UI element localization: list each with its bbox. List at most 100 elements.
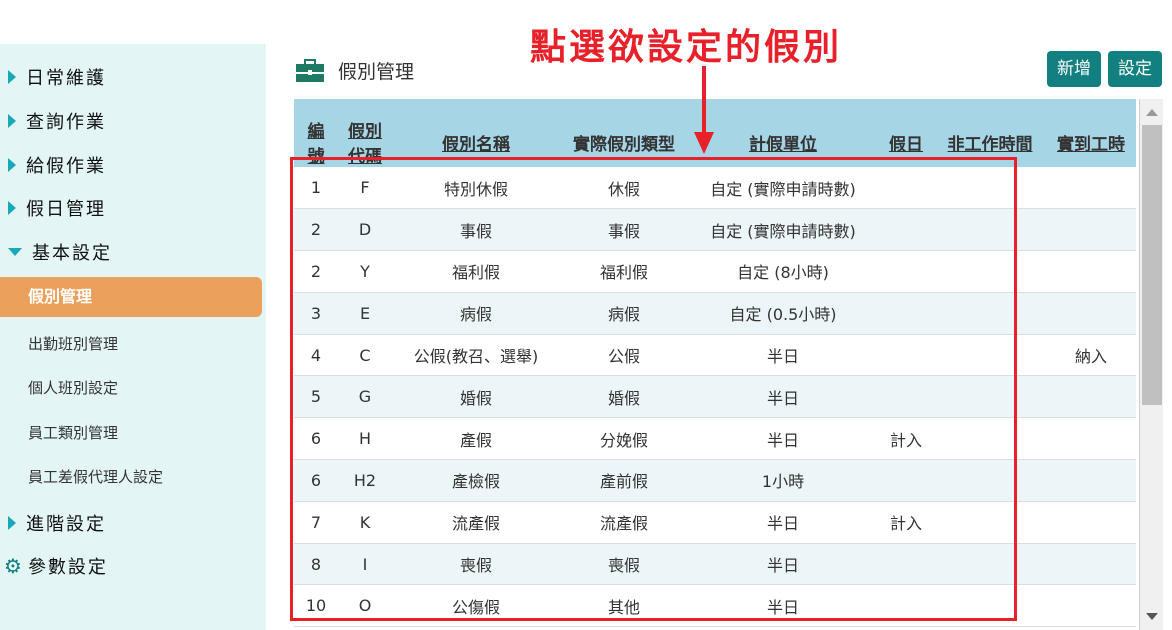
table-cell: 喪假 [392, 543, 560, 586]
scroll-up-icon[interactable] [1146, 109, 1158, 116]
table-cell [934, 167, 1046, 210]
table-cell: 5 [294, 375, 338, 419]
scroll-down-icon[interactable] [1146, 613, 1158, 620]
table-cell: 公假 [560, 334, 688, 377]
table-cell: 半日 [688, 417, 878, 461]
table-row[interactable]: 2 Y 福利假 福利假 自定 (8小時) [294, 250, 1136, 293]
table-cell [1046, 375, 1136, 419]
table-cell [934, 208, 1046, 252]
table-cell: H [338, 417, 392, 461]
table-cell [1046, 250, 1136, 293]
table-cell: 喪假 [560, 543, 688, 586]
table-cell: 產檢假 [392, 459, 560, 502]
table-row[interactable]: 7 K 流產假 流產假 半日 計入 [294, 501, 1136, 544]
subnav-leave-type[interactable]: 假別管理 [0, 277, 262, 317]
col-unit[interactable]: 計假單位 [749, 134, 817, 155]
table-cell: 病假 [392, 292, 560, 335]
table-row[interactable]: 4 C 公假(教召、選舉) 公假 半日 納入 [294, 334, 1136, 377]
table-cell: 休假 [560, 167, 688, 210]
table-cell: 婚假 [560, 375, 688, 419]
table-cell: 半日 [688, 501, 878, 544]
nav-daily-maintenance[interactable]: 日常維護 [8, 64, 106, 90]
table-cell: 自定 (8小時) [688, 250, 878, 293]
highlight-box [290, 157, 1017, 621]
nav-basic-settings[interactable]: 基本設定 [8, 239, 112, 265]
nav-label: 日常維護 [26, 68, 106, 89]
table-cell: 事假 [560, 208, 688, 252]
caret-down-icon [8, 248, 22, 256]
table-cell: 納入 [1046, 334, 1136, 377]
scrollbar[interactable] [1139, 99, 1163, 630]
subnav-shift[interactable]: 出勤班別管理 [28, 335, 119, 353]
col-actual-hours[interactable]: 實到工時 [1057, 134, 1125, 155]
col-actual-type[interactable]: 實際假別類型 [573, 134, 675, 155]
table-row[interactable]: 6 H2 產檢假 產前假 1小時 [294, 459, 1136, 502]
table-cell [878, 375, 934, 419]
table-cell [878, 167, 934, 210]
caret-right-icon [8, 70, 16, 84]
table-cell [878, 334, 934, 377]
nav-parameters[interactable]: ⚙ 參數設定 [4, 553, 108, 579]
table-cell [1046, 417, 1136, 461]
gear-icon: ⚙ [4, 554, 24, 578]
col-nonwork[interactable]: 非工作時間 [947, 134, 1033, 155]
subnav-personal-shift[interactable]: 個人班別設定 [28, 379, 119, 397]
nav-label: 參數設定 [27, 557, 108, 578]
caret-right-icon [8, 516, 16, 530]
nav-advanced[interactable]: 進階設定 [8, 510, 106, 536]
table-cell: K [338, 501, 392, 544]
table-cell: 流產假 [392, 501, 560, 544]
nav-grant-leave[interactable]: 給假作業 [8, 152, 106, 178]
scrollbar-thumb[interactable] [1142, 125, 1162, 405]
nav-holiday[interactable]: 假日管理 [8, 195, 106, 221]
nav-query[interactable]: 查詢作業 [8, 108, 106, 134]
table-cell [878, 459, 934, 502]
table-cell: C [338, 334, 392, 377]
sidebar: 日常維護 查詢作業 給假作業 假日管理 基本設定 假別管理 出勤班別管理 個人班… [0, 44, 266, 630]
table-row[interactable]: 8 I 喪假 喪假 半日 [294, 543, 1136, 586]
table-cell [1046, 543, 1136, 586]
table-cell: 4 [294, 334, 338, 377]
col-name[interactable]: 假別名稱 [442, 134, 510, 155]
table-cell: 分娩假 [560, 417, 688, 461]
table-cell: 1小時 [688, 459, 878, 502]
table-cell: 產前假 [560, 459, 688, 502]
table-cell: 半日 [688, 334, 878, 377]
table-cell: 福利假 [560, 250, 688, 293]
subnav-deputy[interactable]: 員工差假代理人設定 [28, 468, 164, 486]
table-cell: 福利假 [392, 250, 560, 293]
table-row[interactable]: 2 D 事假 事假 自定 (實際申請時數) [294, 208, 1136, 252]
table-cell: E [338, 292, 392, 335]
table-cell: 自定 (實際申請時數) [688, 167, 878, 210]
add-button[interactable]: 新增 [1047, 51, 1101, 87]
annotation-text: 點選欲設定的假別 [530, 27, 843, 68]
table-cell: I [338, 543, 392, 586]
table-cell: 事假 [392, 208, 560, 252]
table-cell: Y [338, 250, 392, 293]
settings-button[interactable]: 設定 [1108, 51, 1162, 87]
table-cell: 計入 [878, 417, 934, 461]
table-cell [1046, 584, 1136, 628]
table-row[interactable]: 5 G 婚假 婚假 半日 [294, 375, 1136, 419]
table-cell [1046, 208, 1136, 252]
table-row[interactable]: 6 H 產假 分娩假 半日 計入 [294, 417, 1136, 461]
table-cell [934, 250, 1046, 293]
subnav-employee-type[interactable]: 員工類別管理 [28, 424, 119, 442]
table-cell [878, 543, 934, 586]
briefcase-icon [296, 58, 324, 82]
table-cell: 7 [294, 501, 338, 544]
table-cell [934, 459, 1046, 502]
col-holiday[interactable]: 假日 [889, 134, 923, 155]
table-row[interactable]: 3 E 病假 病假 自定 (0.5小時) [294, 292, 1136, 335]
table-cell: 1 [294, 167, 338, 210]
page-title: 假別管理 [296, 57, 414, 84]
caret-right-icon [8, 201, 16, 215]
table-cell [1046, 501, 1136, 544]
table-cell: 公假(教召、選舉) [392, 334, 560, 377]
nav-label: 假日管理 [26, 199, 106, 220]
table-row[interactable]: 1 F 特別休假 休假 自定 (實際申請時數) [294, 167, 1136, 210]
table-header: 編號 假別 代碼 假別名稱 實際假別類型 計假單位 假日 非工作時間 實到工時 [294, 99, 1136, 167]
table-cell: 6 [294, 459, 338, 502]
table-cell [934, 501, 1046, 544]
table-cell: D [338, 208, 392, 252]
